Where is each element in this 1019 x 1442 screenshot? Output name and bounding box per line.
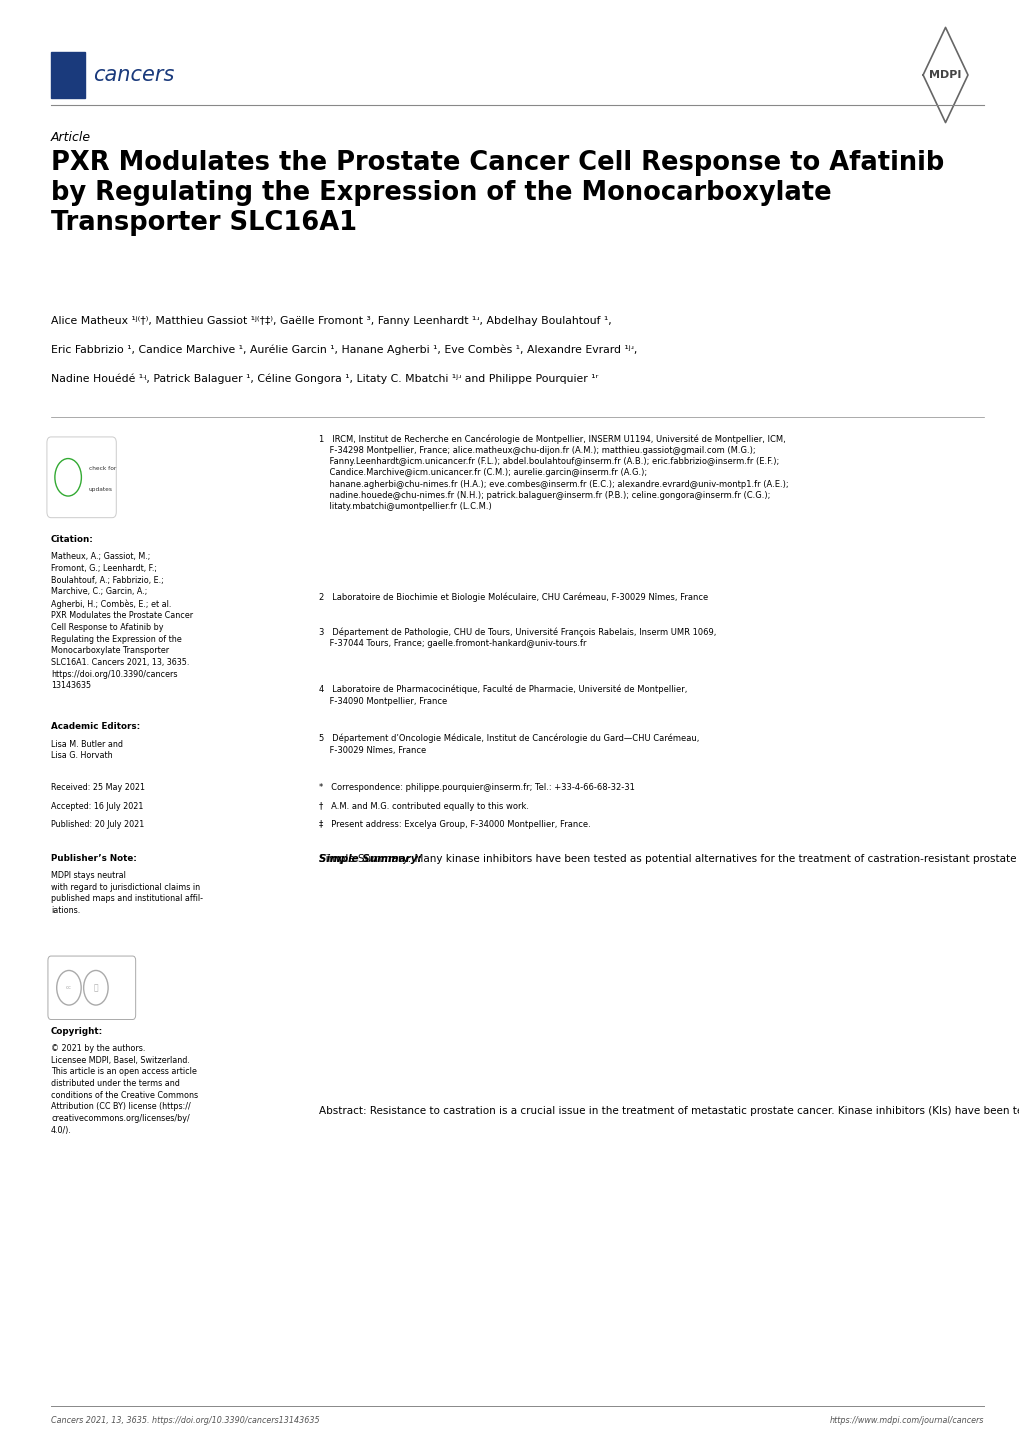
Text: ⓘ: ⓘ: [94, 983, 98, 992]
Text: Simple Summary: Many kinase inhibitors have been tested as potential alternative: Simple Summary: Many kinase inhibitors h…: [319, 854, 1019, 864]
Text: MDPI: MDPI: [928, 71, 961, 79]
Text: © 2021 by the authors.
Licensee MDPI, Basel, Switzerland.
This article is an ope: © 2021 by the authors. Licensee MDPI, Ba…: [51, 1044, 198, 1135]
Text: Cancers 2021, 13, 3635. https://doi.org/10.3390/cancers13143635: Cancers 2021, 13, 3635. https://doi.org/…: [51, 1416, 319, 1425]
Text: †   A.M. and M.G. contributed equally to this work.: † A.M. and M.G. contributed equally to t…: [319, 802, 529, 810]
Text: Received: 25 May 2021: Received: 25 May 2021: [51, 783, 145, 792]
Text: 2   Laboratoire de Biochimie et Biologie Moléculaire, CHU Carémeau, F-30029 Nîme: 2 Laboratoire de Biochimie et Biologie M…: [319, 593, 708, 603]
Text: https://www.mdpi.com/journal/cancers: https://www.mdpi.com/journal/cancers: [829, 1416, 983, 1425]
Text: cancers: cancers: [93, 65, 174, 85]
Text: Citation:: Citation:: [51, 535, 94, 544]
Text: *   Correspondence: philippe.pourquier@inserm.fr; Tel.: +33-4-66-68-32-31: * Correspondence: philippe.pourquier@ins…: [319, 783, 635, 792]
Text: 3   Département de Pathologie, CHU de Tours, Université François Rabelais, Inser: 3 Département de Pathologie, CHU de Tour…: [319, 627, 716, 647]
Text: ‡   Present address: Excelya Group, F-34000 Montpellier, France.: ‡ Present address: Excelya Group, F-3400…: [319, 820, 590, 829]
Text: Accepted: 16 July 2021: Accepted: 16 July 2021: [51, 802, 144, 810]
Text: Abstract: Resistance to castration is a crucial issue in the treatment of metast: Abstract: Resistance to castration is a …: [319, 1106, 1019, 1116]
Text: Simple Summary:: Simple Summary:: [319, 854, 422, 864]
Text: PXR Modulates the Prostate Cancer Cell Response to Afatinib
by Regulating the Ex: PXR Modulates the Prostate Cancer Cell R…: [51, 150, 944, 236]
Text: Matheux, A.; Gassiot, M.;
Fromont, G.; Leenhardt, F.;
Boulahtouf, A.; Fabbrizio,: Matheux, A.; Gassiot, M.; Fromont, G.; L…: [51, 552, 193, 691]
Text: MDPI stays neutral
with regard to jurisdictional claims in
published maps and in: MDPI stays neutral with regard to jurisd…: [51, 871, 203, 914]
Text: check for: check for: [89, 467, 116, 472]
Text: cc: cc: [66, 985, 72, 991]
Text: Published: 20 July 2021: Published: 20 July 2021: [51, 820, 144, 829]
Text: updates: updates: [89, 487, 113, 492]
Text: 5   Département d’Oncologie Médicale, Institut de Cancérologie du Gard—CHU Carém: 5 Département d’Oncologie Médicale, Inst…: [319, 734, 699, 754]
Text: Copyright:: Copyright:: [51, 1027, 103, 1035]
FancyBboxPatch shape: [47, 437, 116, 518]
FancyBboxPatch shape: [48, 956, 136, 1019]
Text: Academic Editors:: Academic Editors:: [51, 722, 141, 731]
Text: Alice Matheux ¹ʲ⁽†⁾, Matthieu Gassiot ¹ʲ⁽†‡⁾, Gaëlle Fromont ³, Fanny Leenhardt : Alice Matheux ¹ʲ⁽†⁾, Matthieu Gassiot ¹ʲ…: [51, 316, 611, 326]
Text: Publisher’s Note:: Publisher’s Note:: [51, 854, 137, 862]
FancyBboxPatch shape: [51, 52, 85, 98]
Text: Eric Fabbrizio ¹, Candice Marchive ¹, Aurélie Garcin ¹, Hanane Agherbi ¹, Eve Co: Eric Fabbrizio ¹, Candice Marchive ¹, Au…: [51, 345, 637, 355]
Text: Article: Article: [51, 131, 91, 144]
Text: 4   Laboratoire de Pharmacocinétique, Faculté de Pharmacie, Université de Montpe: 4 Laboratoire de Pharmacocinétique, Facu…: [319, 685, 687, 705]
Text: Lisa M. Butler and
Lisa G. Horvath: Lisa M. Butler and Lisa G. Horvath: [51, 740, 123, 760]
Text: 1   IRCM, Institut de Recherche en Cancérologie de Montpellier, INSERM U1194, Un: 1 IRCM, Institut de Recherche en Cancéro…: [319, 434, 788, 510]
Text: Nadine Houédé ¹ʵ, Patrick Balaguer ¹, Céline Gongora ¹, Litaty C. Mbatchi ¹ʲʴ an: Nadine Houédé ¹ʵ, Patrick Balaguer ¹, Cé…: [51, 373, 598, 384]
